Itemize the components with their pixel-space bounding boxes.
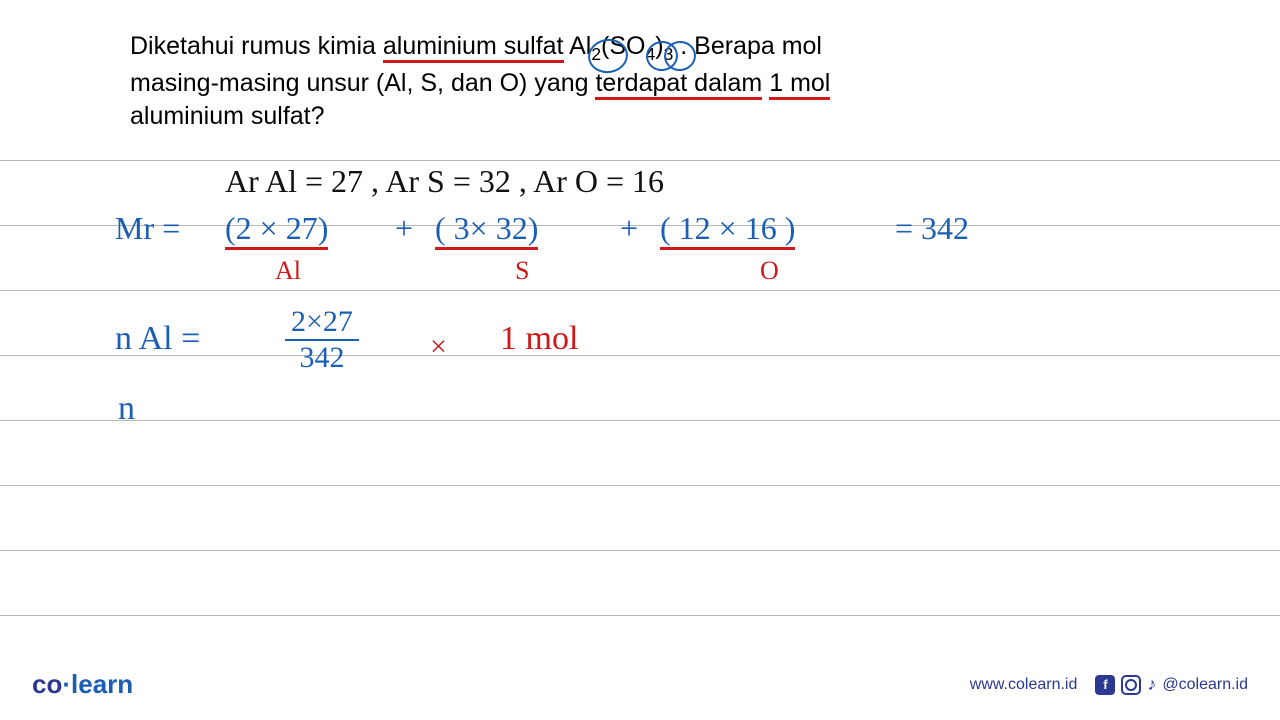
footer-url: www.colearn.id bbox=[970, 676, 1078, 694]
n-al-label: n Al = bbox=[115, 320, 200, 358]
mr-result: = 342 bbox=[895, 210, 969, 247]
question-line1-pre: Diketahui rumus kimia bbox=[130, 32, 383, 60]
fraction-numerator: 2×27 bbox=[285, 305, 359, 341]
one-mol: 1 mol bbox=[500, 320, 578, 358]
facebook-icon: f bbox=[1095, 675, 1115, 695]
mr-plus-2: + bbox=[620, 210, 638, 247]
logo-dot: · bbox=[62, 669, 71, 699]
formula-sub-3: 3 bbox=[664, 43, 674, 67]
logo: co·learn bbox=[32, 669, 133, 700]
rule-line bbox=[0, 615, 1280, 616]
ar-values: Ar Al = 27 , Ar S = 32 , Ar O = 16 bbox=[225, 163, 664, 200]
label-al: Al bbox=[275, 256, 301, 286]
times-symbol: × bbox=[430, 330, 447, 364]
question-line1-post: . Berapa mol bbox=[680, 32, 822, 60]
rule-line bbox=[0, 550, 1280, 551]
question-underline-1: aluminium sulfat bbox=[383, 32, 564, 63]
mr-label: Mr = bbox=[115, 210, 180, 247]
question-underline-2: terdapat dalam bbox=[595, 69, 762, 100]
rule-line bbox=[0, 290, 1280, 291]
logo-co: co bbox=[32, 669, 62, 699]
footer: co·learn www.colearn.id f ♪ @colearn.id bbox=[0, 669, 1280, 700]
footer-right: www.colearn.id f ♪ @colearn.id bbox=[970, 674, 1248, 695]
label-o: O bbox=[760, 256, 779, 286]
label-s: S bbox=[515, 256, 529, 286]
rule-line bbox=[0, 485, 1280, 486]
rule-line bbox=[0, 225, 1280, 226]
mr-term-2: ( 3× 32) bbox=[435, 210, 538, 250]
formula-sub-2: 2 bbox=[591, 43, 601, 67]
n-al-fraction: 2×27 342 bbox=[285, 305, 359, 375]
social-icons: f ♪ @colearn.id bbox=[1095, 674, 1248, 695]
formula-sub-4: 4 bbox=[646, 43, 656, 67]
mr-term-3: ( 12 × 16 ) bbox=[660, 210, 795, 250]
social-handle: @colearn.id bbox=[1162, 676, 1248, 694]
page-root: Diketahui rumus kimia aluminium sulfat A… bbox=[0, 0, 1280, 720]
instagram-icon bbox=[1121, 675, 1141, 695]
n-alone: n bbox=[118, 390, 135, 428]
chemical-formula: Al2(SO4)3 bbox=[569, 32, 680, 60]
rule-line bbox=[0, 420, 1280, 421]
question-underline-3: 1 mol bbox=[769, 69, 830, 100]
question-line2a: masing-masing unsur (Al, S, dan O) yang bbox=[130, 69, 595, 97]
question-line3: aluminium sulfat? bbox=[130, 102, 325, 130]
mr-term-1: (2 × 27) bbox=[225, 210, 328, 250]
tiktok-icon: ♪ bbox=[1147, 674, 1156, 695]
mr-plus-1: + bbox=[395, 210, 413, 247]
fraction-denominator: 342 bbox=[285, 341, 359, 375]
question-text: Diketahui rumus kimia aluminium sulfat A… bbox=[130, 30, 1180, 134]
logo-learn: learn bbox=[71, 669, 133, 699]
rule-line bbox=[0, 160, 1280, 161]
